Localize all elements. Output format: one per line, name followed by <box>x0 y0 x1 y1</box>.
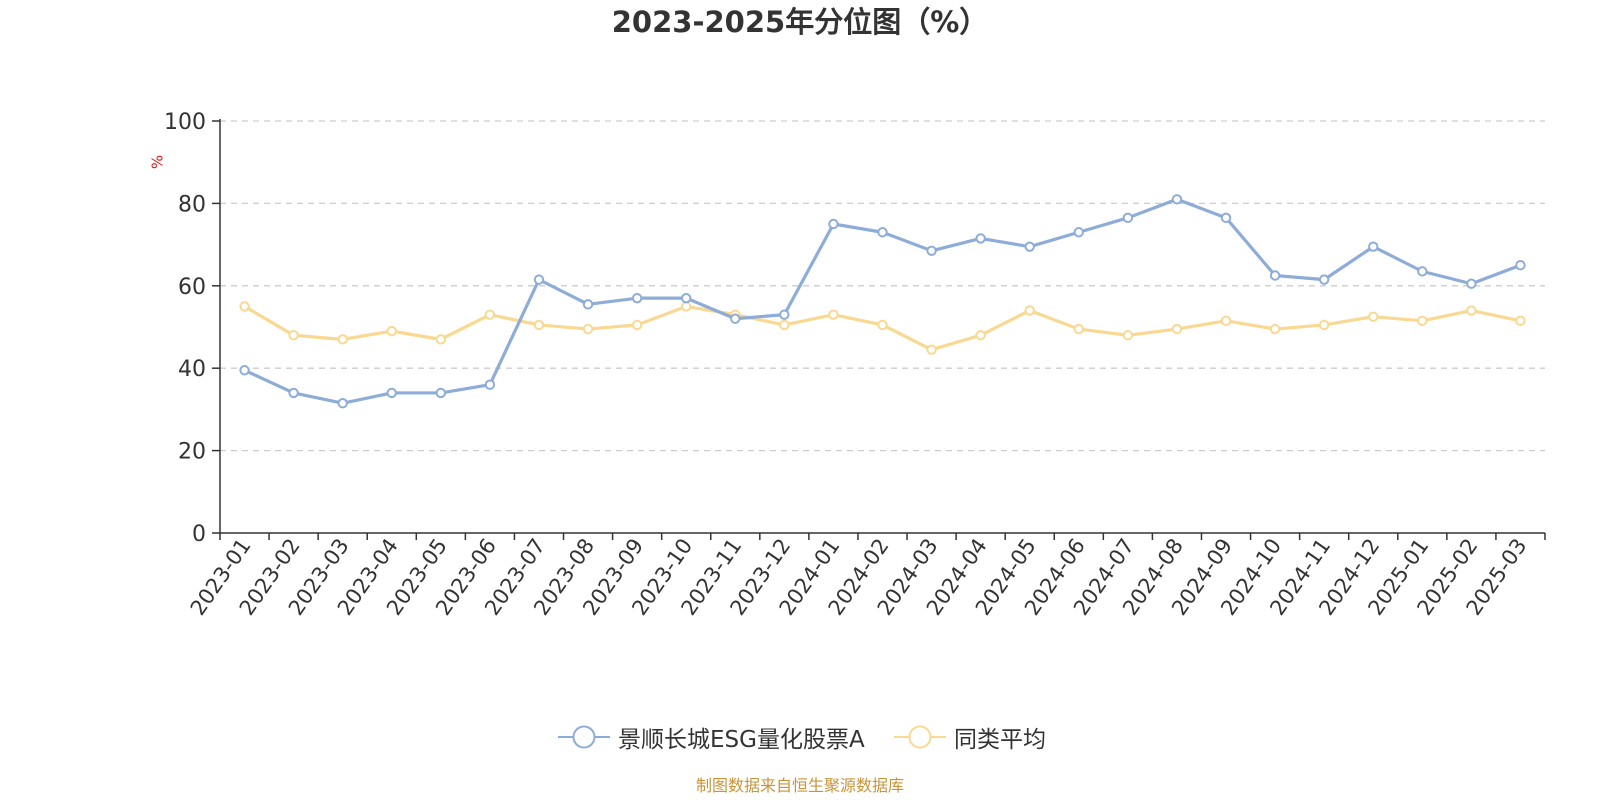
data-point[interactable] <box>239 365 250 376</box>
data-point[interactable] <box>337 398 348 409</box>
y-tick-label: 100 <box>164 110 206 135</box>
data-point[interactable] <box>533 274 545 285</box>
legend-item-series-1[interactable]: 景顺长城ESG量化股票A <box>556 722 865 753</box>
data-point[interactable] <box>1417 315 1428 327</box>
data-point[interactable] <box>1318 319 1330 331</box>
data-point[interactable] <box>1368 241 1379 252</box>
data-point[interactable] <box>877 319 888 331</box>
data-point[interactable] <box>1073 323 1084 335</box>
data-point[interactable] <box>730 313 741 324</box>
data-point[interactable] <box>1220 212 1232 224</box>
data-point[interactable] <box>779 319 790 331</box>
source-note: 制图数据来自恒生聚源数据库 <box>695 776 904 795</box>
data-point[interactable] <box>1515 260 1526 271</box>
y-tick-label: 0 <box>192 522 206 547</box>
series-layer <box>239 194 1526 409</box>
data-point[interactable] <box>582 323 594 335</box>
legend-marker-icon <box>894 725 946 749</box>
data-point[interactable] <box>1368 311 1379 322</box>
axes: 0204060801002023-012023-022023-032023-04… <box>164 110 1546 620</box>
gridlines <box>220 120 1545 452</box>
data-point[interactable] <box>386 325 397 337</box>
data-point[interactable] <box>1466 278 1477 289</box>
y-tick-label: 60 <box>178 275 206 300</box>
data-point[interactable] <box>926 344 937 355</box>
data-point[interactable] <box>681 301 692 312</box>
data-point[interactable] <box>975 233 986 244</box>
data-point[interactable] <box>435 334 447 345</box>
y-tick-label: 20 <box>178 440 206 465</box>
y-axis-unit-label: % <box>149 155 167 169</box>
data-point[interactable] <box>1515 315 1526 327</box>
data-point[interactable] <box>631 319 643 331</box>
data-point[interactable] <box>975 330 986 341</box>
data-point[interactable] <box>1024 241 1035 252</box>
data-point[interactable] <box>779 309 790 320</box>
data-point[interactable] <box>926 245 937 256</box>
data-point[interactable] <box>386 387 397 399</box>
data-point[interactable] <box>681 292 692 304</box>
legend-marker-icon <box>558 725 610 749</box>
legend-label: 景顺长城ESG量化股票A <box>618 727 865 753</box>
data-point[interactable] <box>484 309 496 320</box>
data-point[interactable] <box>533 319 545 331</box>
y-tick-label: 40 <box>178 357 206 382</box>
data-point[interactable] <box>1024 305 1035 316</box>
data-point[interactable] <box>1269 323 1281 335</box>
series-2 <box>239 301 1526 355</box>
data-point[interactable] <box>1318 274 1330 285</box>
data-point[interactable] <box>582 299 594 310</box>
data-point[interactable] <box>239 301 250 312</box>
data-point[interactable] <box>1122 212 1134 224</box>
data-point[interactable] <box>1269 270 1281 281</box>
data-point[interactable] <box>1171 194 1183 205</box>
data-point[interactable] <box>1122 330 1134 341</box>
data-point[interactable] <box>1073 227 1084 238</box>
data-point[interactable] <box>1417 266 1428 277</box>
data-point[interactable] <box>631 292 643 304</box>
data-point[interactable] <box>337 334 348 345</box>
data-point[interactable] <box>435 387 447 399</box>
data-point[interactable] <box>828 218 839 230</box>
legend-label: 同类平均 <box>954 727 1046 753</box>
data-point[interactable] <box>1220 315 1232 327</box>
data-point[interactable] <box>1171 323 1183 335</box>
y-tick-label: 80 <box>178 192 206 217</box>
series-1 <box>239 194 1526 409</box>
data-point[interactable] <box>877 227 888 238</box>
chart-title: 2023-2025年分位图（%） <box>611 5 989 39</box>
data-point[interactable] <box>288 387 299 399</box>
data-point[interactable] <box>288 330 299 341</box>
data-point[interactable] <box>1466 305 1477 316</box>
data-point[interactable] <box>484 379 496 390</box>
legend-item-series-2[interactable]: 同类平均 <box>892 722 1046 753</box>
data-point[interactable] <box>828 309 839 320</box>
